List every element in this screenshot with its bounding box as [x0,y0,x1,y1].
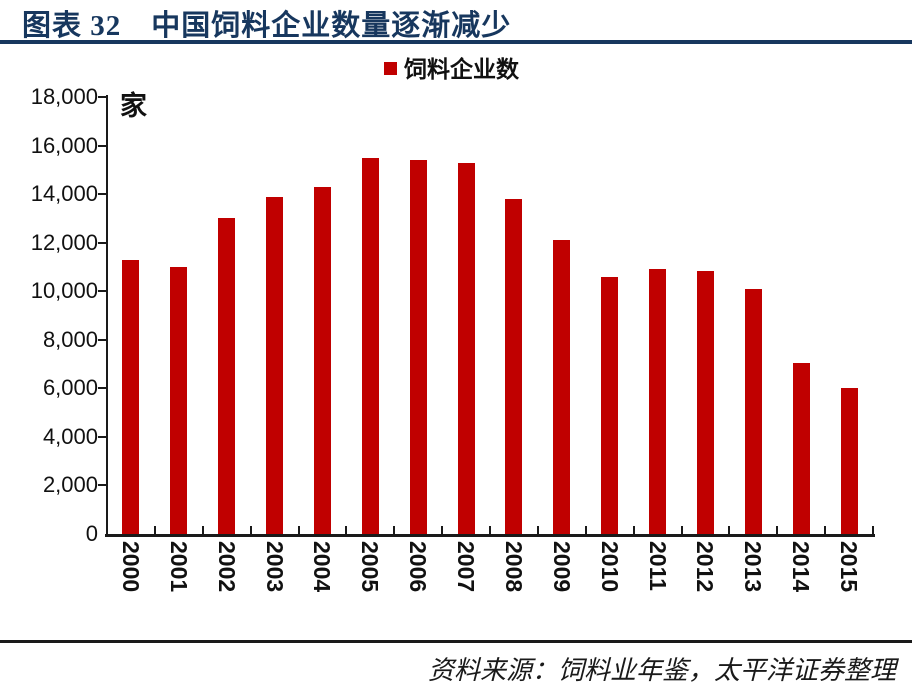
bar-2014 [792,362,810,534]
y-axis-tick-label: 12,000 [30,229,98,255]
x-axis-tick [297,526,300,534]
bar-2007 [457,162,475,534]
x-axis-label-2011: 2011 [644,541,671,591]
x-axis-line [105,534,875,537]
legend-marker [384,61,397,75]
x-axis-label-2008: 2008 [500,541,527,593]
bar-2010 [601,276,619,534]
bar-2015 [840,388,858,534]
bar-2002 [218,218,236,534]
x-axis-tick [201,526,204,534]
bar-2003 [266,196,284,534]
y-axis-tick-label: 6,000 [42,375,98,401]
y-axis-line [106,95,108,537]
x-axis-label-2005: 2005 [357,541,384,593]
y-axis-tick [98,435,107,438]
y-axis-tick [98,338,107,341]
y-axis-tick-label: 8,000 [42,326,98,352]
y-axis-tick [98,484,107,487]
bar-2006 [409,160,427,534]
x-axis-tick [728,526,731,534]
y-axis-tick-label: 4,000 [42,423,98,449]
chart-bottom-divider [0,640,912,643]
x-axis-label-2003: 2003 [261,541,288,593]
bar-2000 [122,259,140,534]
bar-2011 [649,269,667,534]
x-axis-label-2015: 2015 [836,541,863,593]
bar-2005 [361,157,379,534]
y-axis-tick-label: 18,000 [30,84,98,109]
x-axis-label-2010: 2010 [596,541,623,593]
bar-2001 [170,266,188,534]
y-axis-tick [98,96,107,98]
x-axis-tick [632,526,635,534]
x-axis-label-2001: 2001 [165,541,192,593]
x-axis-tick [249,526,252,534]
bar-2008 [505,198,523,534]
y-axis-tick-label: 16,000 [30,132,98,158]
x-axis-label-2006: 2006 [405,541,432,593]
chart-caption: 图表 32 中国饲料企业数量逐渐减少 [22,10,512,42]
x-axis-tick [536,526,539,534]
x-axis-label-2007: 2007 [453,541,480,593]
y-axis-tick [98,387,107,390]
y-axis-tick [98,241,107,244]
y-axis-tick-label: 14,000 [30,181,98,207]
bar-2004 [313,186,331,534]
x-axis-tick [584,526,587,534]
legend-label: 饲料企业数 [404,57,519,82]
y-axis-tick-label: 2,000 [42,472,98,498]
bar-2012 [696,270,714,534]
y-axis-tick-label: 0 [85,521,98,546]
y-axis-tick [98,144,107,147]
title-divider [0,40,912,44]
y-axis-tick-label: 10,000 [30,278,98,304]
x-axis-label-2012: 2012 [692,541,719,593]
source-note: 资料来源：饲料业年鉴，太平洋证券整理 [427,656,896,685]
x-axis-tick [393,526,396,534]
x-axis-tick [776,526,779,534]
x-axis-label-2000: 2000 [117,541,144,593]
x-axis-tick [824,526,827,534]
chart-legend: 饲料企业数 [384,50,519,84]
x-axis-tick [441,526,444,534]
x-axis-tick [345,526,348,534]
x-axis-label-2004: 2004 [309,541,336,593]
y-axis-tick [98,193,107,196]
x-axis-tick [489,526,491,534]
x-axis-label-2013: 2013 [740,541,767,593]
x-axis-tick [106,526,108,534]
bar-2013 [744,288,762,534]
x-axis-label-2002: 2002 [213,541,240,593]
x-axis-tick [872,526,874,534]
x-axis-label-2014: 2014 [788,541,815,593]
bar-2009 [553,240,571,534]
y-axis-tick [98,290,107,293]
y-axis-unit-label: 家 [120,91,147,121]
x-axis-label-2009: 2009 [548,541,575,593]
x-axis-tick [680,526,683,534]
x-axis-tick [153,526,156,534]
